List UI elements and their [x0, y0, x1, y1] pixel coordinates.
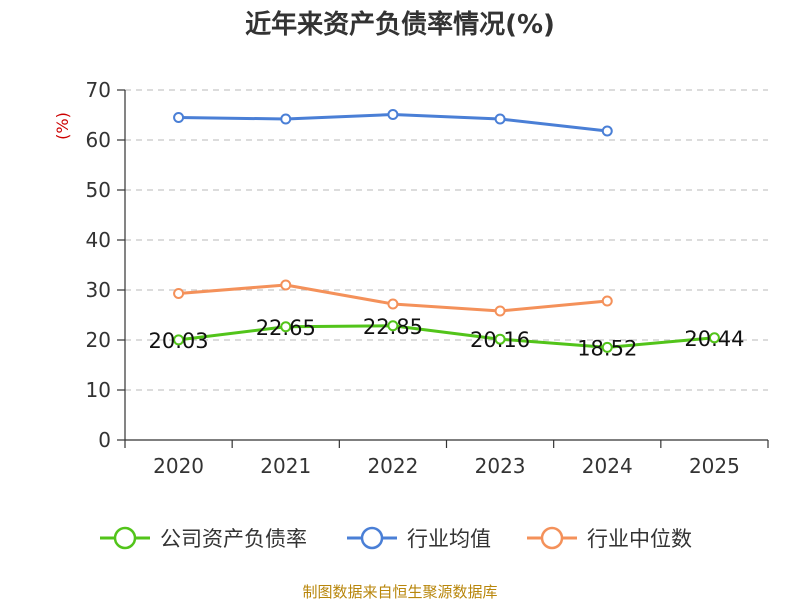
data-label: 22.65 — [256, 316, 316, 340]
data-point — [494, 113, 506, 125]
data-point — [708, 332, 720, 344]
data-label: 20.03 — [149, 329, 209, 353]
y-tick-label: 50 — [86, 178, 111, 202]
legend-label: 公司资产负债率 — [160, 527, 307, 551]
data-point — [173, 334, 185, 346]
legend-label: 行业均值 — [407, 527, 491, 551]
y-tick-label: 40 — [86, 228, 111, 252]
legend: 公司资产负债率 行业均值 行业中位数 — [100, 526, 692, 551]
data-point — [494, 305, 506, 317]
y-tick-label: 60 — [86, 128, 111, 152]
data-point — [601, 125, 613, 137]
x-tick-label: 2024 — [582, 454, 633, 478]
data-point — [280, 279, 292, 291]
y-tick-label: 10 — [86, 378, 111, 402]
x-tick-label: 2025 — [689, 454, 740, 478]
y-tick-label: 70 — [86, 78, 111, 102]
y-axis-label: (%) — [53, 112, 72, 140]
chart-title: 近年来资产负债率情况(%) — [245, 9, 555, 40]
data-point — [494, 333, 506, 345]
series-layer: 20.03 22.65 22.85 20.16 18.52 20.44 — [149, 109, 744, 360]
legend-swatch-marker — [360, 526, 384, 550]
y-tick-label: 30 — [86, 278, 111, 302]
data-label: 18.52 — [577, 336, 637, 360]
data-label: 20.44 — [684, 327, 744, 351]
data-point — [280, 321, 292, 333]
axes: 0 10 20 30 40 50 60 70 2020 2021 2022 2023 2024 2025 — [86, 78, 769, 478]
data-label: 20.16 — [470, 328, 530, 352]
data-point — [173, 288, 185, 299]
x-tick-label: 2022 — [367, 454, 418, 478]
data-point — [173, 112, 185, 123]
y-tick-label: 20 — [86, 328, 111, 352]
data-point — [601, 295, 613, 307]
data-point — [387, 298, 399, 310]
x-tick-label: 2021 — [260, 454, 311, 478]
gridlines — [125, 89, 768, 391]
data-point — [387, 320, 399, 332]
x-tick-label: 2023 — [475, 454, 526, 478]
y-tick-label: 0 — [98, 428, 111, 452]
data-label: 22.85 — [363, 315, 423, 339]
legend-swatch-marker — [113, 526, 137, 550]
legend-swatch-marker — [540, 526, 564, 550]
data-point — [601, 341, 613, 353]
data-point — [387, 109, 399, 120]
series-line — [178, 324, 715, 349]
legend-label: 行业中位数 — [587, 527, 692, 551]
source-note: 制图数据来自恒生聚源数据库 — [302, 583, 497, 600]
x-tick-label: 2020 — [153, 454, 204, 478]
data-point — [280, 113, 292, 125]
